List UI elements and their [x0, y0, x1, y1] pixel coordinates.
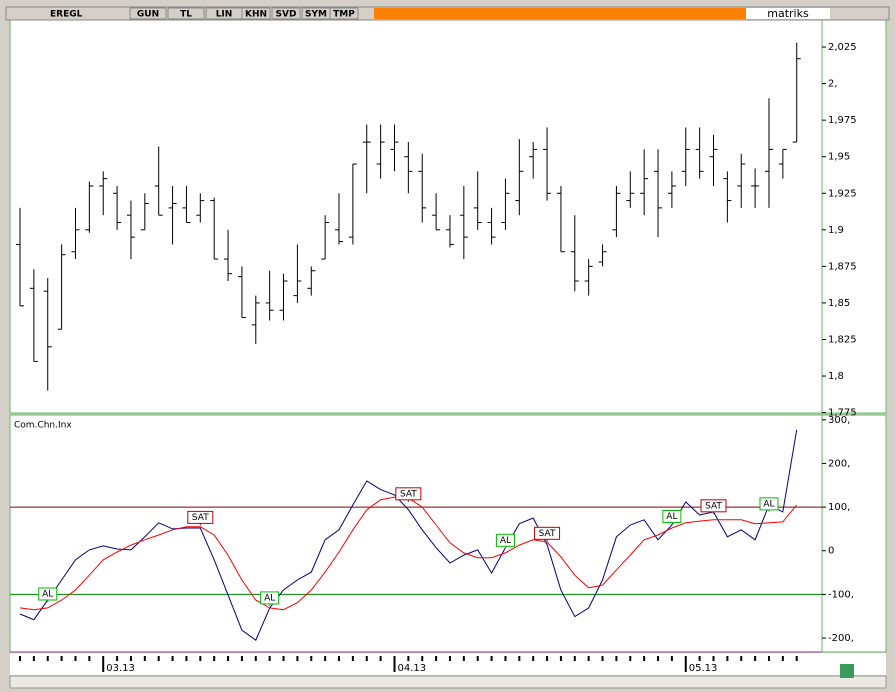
signal-label: AL	[763, 499, 774, 509]
y-tick-label: 1,875	[828, 261, 857, 272]
toolbar-button-label[interactable]: TL	[180, 10, 192, 20]
toolbar-button-label[interactable]: SYM	[305, 10, 327, 20]
y-tick-label: 1,775	[828, 408, 857, 419]
y-tick-label: 1,825	[828, 334, 857, 345]
brand: matriks	[767, 7, 809, 20]
y-tick-label: 200,	[828, 458, 850, 469]
y-tick-label: 300,	[828, 415, 850, 426]
toolbar-button[interactable]	[241, 7, 271, 20]
signal-box	[700, 499, 727, 513]
toolbar-button[interactable]	[129, 7, 167, 20]
toolbar-button-label[interactable]: TMP	[333, 10, 355, 20]
signal-box	[495, 533, 515, 547]
toolbar-button[interactable]	[167, 7, 205, 20]
y-tick-label: -200,	[828, 633, 854, 644]
y-tick-label: 1,85	[828, 298, 850, 309]
y-tick-label: 100,	[828, 502, 850, 513]
scrollbar[interactable]	[9, 675, 887, 689]
signal-label: SAT	[192, 513, 209, 523]
signal-label: AL	[42, 589, 53, 599]
signal-box	[662, 510, 682, 524]
toolbar-button[interactable]	[329, 7, 359, 20]
toolbar-fill	[374, 8, 746, 19]
signal-box	[260, 591, 280, 605]
signal-box	[38, 587, 58, 601]
signal-box	[187, 510, 214, 524]
y-tick-label: 1,975	[828, 115, 857, 126]
toolbar-button-label[interactable]: KHN	[245, 10, 267, 20]
toolbar-button-label[interactable]: SVD	[276, 10, 297, 20]
y-tick-label: 1,9	[828, 225, 844, 236]
y-tick-label: 1,95	[828, 152, 850, 163]
signal-box	[759, 497, 779, 511]
x-tick-label: 04.13	[397, 663, 426, 674]
y-tick-label: 1,925	[828, 188, 857, 199]
signal-label: SAT	[400, 489, 417, 499]
toolbar-button[interactable]	[271, 7, 301, 20]
signal-box	[534, 526, 561, 540]
y-tick-label: 2,025	[828, 42, 857, 53]
y-tick-label: 2,	[828, 79, 838, 90]
toolbar-button-label[interactable]: GUN	[137, 10, 159, 20]
signal-label: AL	[666, 512, 677, 522]
signal-box	[395, 487, 422, 501]
symbol[interactable]: EREGL	[50, 10, 83, 20]
signal-label: AL	[264, 593, 275, 603]
signal-label: AL	[500, 536, 511, 546]
indicator-pane	[9, 414, 887, 653]
x-tick-label: 03.13	[106, 663, 135, 674]
y-tick-label: -100,	[828, 589, 854, 600]
toolbar-button-label[interactable]: LIN	[216, 10, 233, 20]
x-tick-label: 05.13	[689, 663, 718, 674]
price-pane	[9, 19, 887, 414]
brand-box	[746, 8, 830, 19]
refresh-icon[interactable]	[840, 664, 854, 678]
y-tick-label: 0	[828, 546, 834, 557]
pane-title: Com.Chn.Inx	[14, 421, 72, 431]
signal-label: SAT	[539, 529, 556, 539]
signal-label: SAT	[705, 501, 722, 511]
y-tick-label: 1,8	[828, 371, 844, 382]
